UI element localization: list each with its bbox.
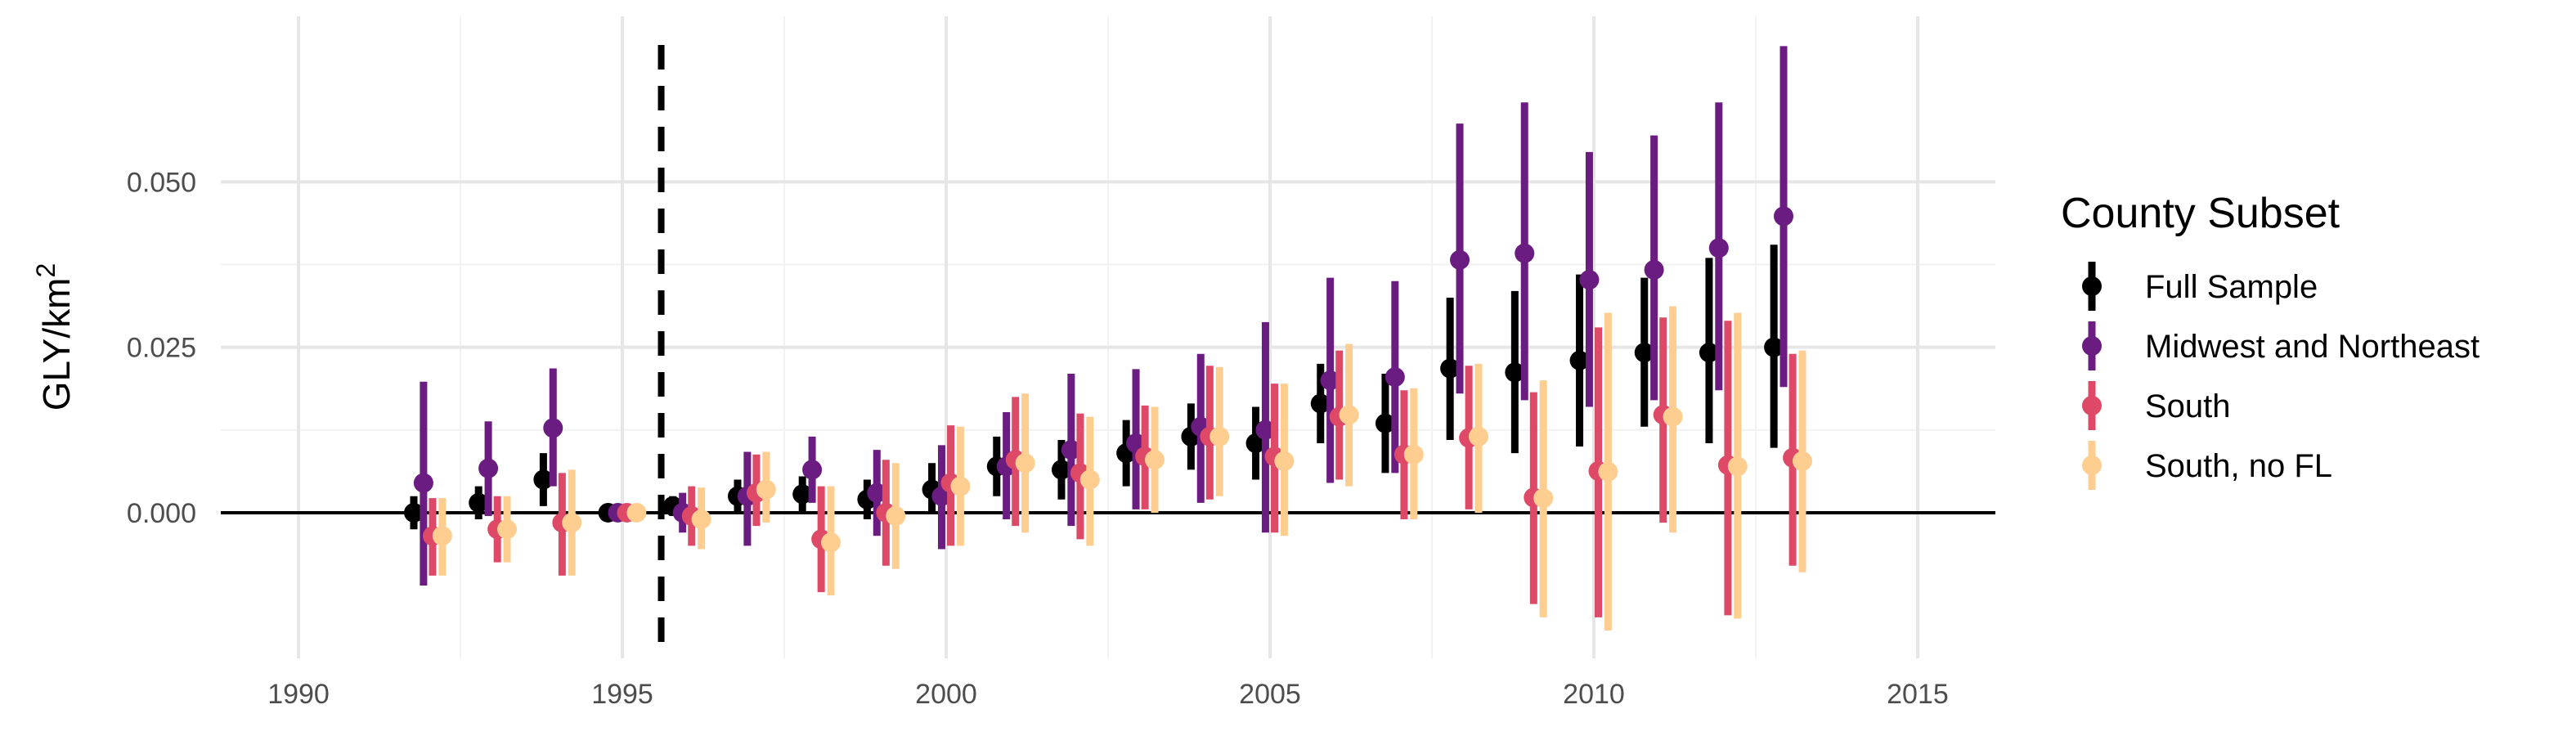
reference-lines — [221, 45, 1995, 658]
legend-key-point — [2082, 276, 2102, 296]
data-point — [1699, 343, 1719, 363]
data-point — [802, 460, 823, 480]
data-point — [1644, 259, 1664, 280]
data-point — [1320, 370, 1340, 391]
data-point — [821, 532, 841, 553]
data-point — [691, 509, 711, 530]
data-point — [1274, 451, 1295, 471]
data-series — [404, 46, 1812, 631]
data-point — [1051, 460, 1071, 480]
legend-label: Full Sample — [2145, 269, 2318, 305]
x-tick-label: 2015 — [1887, 679, 1949, 710]
data-point — [1145, 450, 1165, 470]
data-point — [1384, 367, 1405, 388]
legend-label: Midwest and Northeast — [2145, 329, 2480, 365]
data-point — [1579, 270, 1600, 290]
legend-label: South — [2145, 388, 2231, 424]
data-point — [1209, 426, 1230, 447]
data-point — [950, 476, 971, 496]
data-point — [543, 418, 563, 438]
data-point — [1708, 238, 1729, 258]
data-point — [533, 469, 554, 490]
data-point — [1533, 488, 1554, 509]
data-point — [1079, 469, 1100, 490]
data-point — [1450, 249, 1470, 270]
data-point — [1015, 453, 1035, 473]
data-point — [1375, 413, 1395, 433]
data-point — [1792, 451, 1812, 471]
data-point — [1403, 444, 1424, 464]
data-point — [1469, 426, 1489, 447]
legend-item: South — [2082, 381, 2231, 430]
data-point — [1339, 405, 1359, 425]
data-point — [1634, 343, 1654, 363]
data-point — [1774, 206, 1794, 227]
series-midwest-and-northeast — [413, 46, 1794, 586]
data-point — [1440, 358, 1461, 379]
y-axis-title: GLY/km2 — [31, 263, 78, 411]
data-point — [1515, 243, 1535, 263]
data-point — [562, 513, 582, 533]
data-point — [478, 458, 499, 478]
y-axis-ticks: 0.000 0.025 0.050 — [127, 167, 196, 529]
x-tick-label: 1995 — [591, 679, 653, 710]
y-axis-title-superscript: 2 — [31, 263, 61, 278]
legend-item: South, no FL — [2082, 441, 2332, 490]
data-point — [1764, 337, 1784, 357]
x-axis-ticks: 1990 1995 2000 2005 2010 2015 — [267, 679, 1949, 710]
series-south — [422, 317, 1803, 617]
y-tick-label: 0.025 — [127, 333, 196, 364]
data-point — [1505, 362, 1525, 383]
data-point — [497, 519, 518, 540]
data-point — [756, 479, 776, 500]
data-point — [432, 526, 452, 546]
x-tick-label: 2010 — [1563, 679, 1625, 710]
legend-item: Full Sample — [2082, 262, 2318, 311]
legend-items: Full Sample Midwest and Northeast South Sou… — [2082, 262, 2480, 490]
data-point — [792, 484, 813, 505]
data-point — [1061, 440, 1081, 460]
y-tick-label: 0.000 — [127, 498, 196, 529]
series-full-sample — [404, 245, 1784, 530]
data-point — [1663, 406, 1683, 427]
data-point — [1255, 420, 1276, 440]
legend-title: County Subset — [2061, 190, 2340, 237]
data-point — [1569, 350, 1590, 370]
legend-label: South, no FL — [2145, 448, 2332, 484]
legend: County Subset Full Sample Midwest and Nor… — [2061, 190, 2480, 490]
data-point — [1598, 461, 1618, 482]
data-point — [867, 482, 887, 503]
data-point — [1727, 456, 1748, 477]
data-point — [469, 492, 489, 513]
legend-key-point — [2082, 456, 2102, 475]
x-tick-label: 2000 — [915, 679, 977, 710]
series-south-no-fl — [432, 306, 1812, 631]
x-tick-label: 2005 — [1239, 679, 1301, 710]
data-point — [413, 473, 433, 493]
data-point — [1310, 393, 1331, 414]
legend-item: Midwest and Northeast — [2082, 321, 2480, 370]
y-tick-label: 0.050 — [127, 167, 196, 198]
x-tick-label: 1990 — [267, 679, 330, 710]
data-point — [626, 502, 647, 523]
data-point — [886, 506, 906, 527]
data-point — [404, 502, 424, 523]
legend-key-point — [2082, 396, 2102, 415]
legend-key-point — [2082, 336, 2102, 356]
y-axis-title-base: GLY/km — [35, 278, 78, 411]
